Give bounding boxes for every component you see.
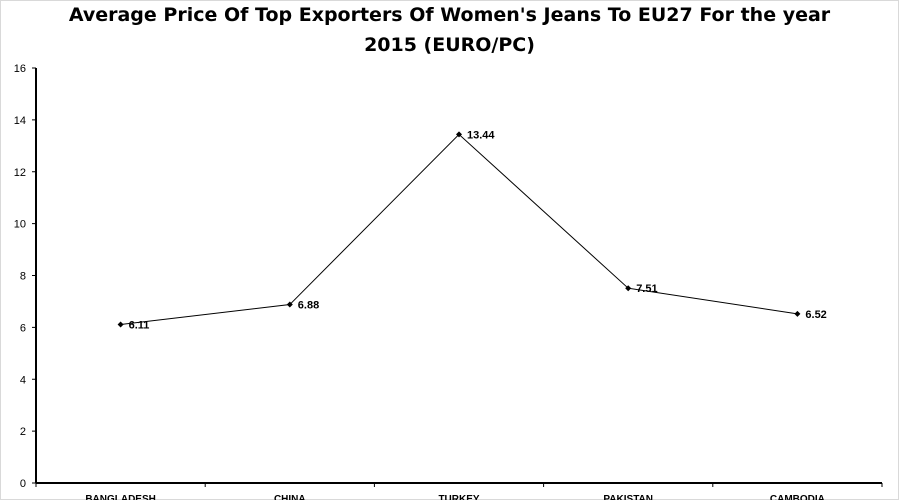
y-tick-label: 8 xyxy=(20,271,26,283)
chart-title-line-1: Average Price Of Top Exporters Of Women'… xyxy=(68,4,831,26)
y-tick-label: 0 xyxy=(20,478,26,490)
series-line xyxy=(120,133,798,326)
y-tick-label: 6 xyxy=(20,322,26,334)
data-label: 13.44 xyxy=(467,129,495,141)
data-point-marker xyxy=(625,285,632,292)
data-point-marker xyxy=(286,301,293,308)
x-tick-label: TURKEY xyxy=(438,494,479,500)
x-tick-label: CHINA xyxy=(274,494,306,500)
chart-title: Average Price Of Top Exporters Of Women'… xyxy=(0,0,899,60)
x-tick-label: PAKISTAN xyxy=(603,494,653,500)
x-axis: BANGLADESH CHINA TURKEY PAKISTAN CAMBODIA xyxy=(35,482,883,500)
data-point-marker xyxy=(456,131,462,138)
y-tick-label: 4 xyxy=(20,374,26,386)
y-tick-label: 12 xyxy=(14,167,26,179)
data-label: 6.52 xyxy=(805,309,826,321)
data-label: 7.51 xyxy=(636,283,657,295)
y-tick-label: 14 xyxy=(14,115,26,127)
y-tick-label: 10 xyxy=(14,219,26,231)
x-tick-label: CAMBODIA xyxy=(770,494,825,500)
y-axis: 0 2 4 6 8 10 12 14 16 xyxy=(14,63,37,490)
y-tick-label: 2 xyxy=(20,426,26,438)
chart-title-line-2: 2015 (EURO/PC) xyxy=(364,34,535,56)
x-tick-label: BANGLADESH xyxy=(85,494,156,500)
data-label: 6.11 xyxy=(129,320,150,332)
series-line-group: 6.11 6.88 13.44 7.51 6.52 xyxy=(117,129,827,332)
data-point-marker xyxy=(117,321,124,328)
data-label: 6.88 xyxy=(298,300,319,312)
y-tick-label: 16 xyxy=(14,63,26,75)
data-point-marker xyxy=(794,310,801,317)
